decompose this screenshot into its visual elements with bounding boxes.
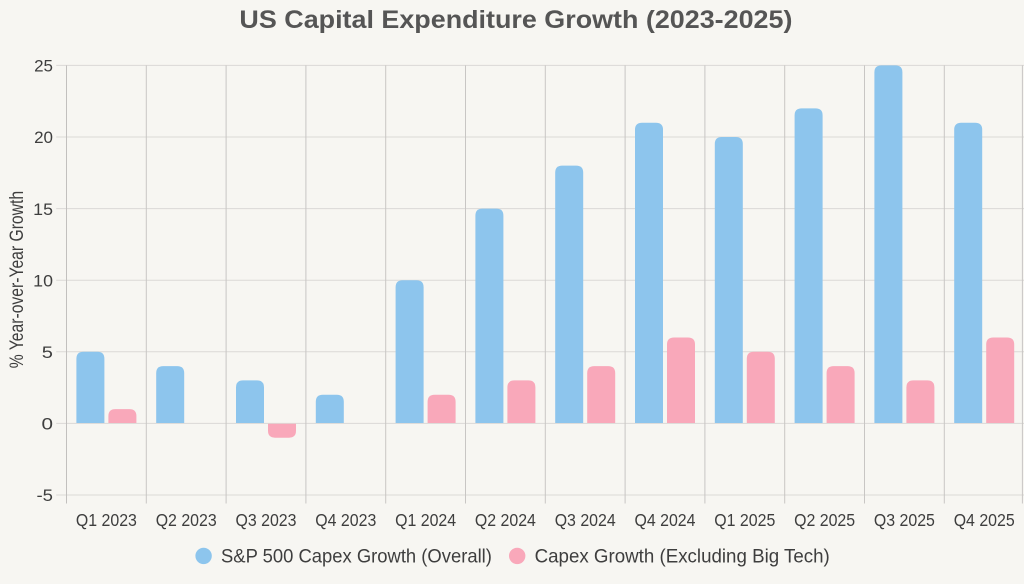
svg-text:Q4 2023: Q4 2023 — [315, 510, 376, 530]
svg-text:Q2 2024: Q2 2024 — [475, 510, 536, 530]
svg-text:Q3 2024: Q3 2024 — [555, 510, 616, 530]
svg-text:Q1 2024: Q1 2024 — [395, 510, 456, 530]
svg-text:% Year-over-Year Growth: % Year-over-Year Growth — [7, 191, 28, 368]
svg-text:Q2 2023: Q2 2023 — [156, 510, 217, 530]
svg-text:Q1 2023: Q1 2023 — [76, 510, 137, 530]
svg-text:15: 15 — [33, 200, 53, 219]
svg-text:0: 0 — [42, 415, 54, 434]
svg-text:S&P 500 Capex Growth (Overall): S&P 500 Capex Growth (Overall) — [221, 545, 492, 567]
svg-text:Capex Growth (Excluding Big Te: Capex Growth (Excluding Big Tech) — [535, 545, 830, 567]
svg-text:-5: -5 — [37, 486, 54, 505]
svg-text:US Capital Expenditure Growth: US Capital Expenditure Growth (2023-2025… — [239, 7, 792, 34]
svg-text:Q1 2025: Q1 2025 — [714, 510, 775, 530]
svg-text:Q2 2025: Q2 2025 — [794, 510, 855, 530]
svg-text:Q4 2024: Q4 2024 — [635, 510, 696, 530]
svg-text:10: 10 — [33, 271, 53, 290]
svg-text:5: 5 — [42, 343, 53, 362]
svg-text:20: 20 — [34, 128, 53, 147]
svg-text:25: 25 — [34, 57, 53, 76]
svg-text:Q3 2023: Q3 2023 — [236, 510, 297, 530]
svg-text:Q4 2025: Q4 2025 — [954, 510, 1015, 530]
svg-text:Q3 2025: Q3 2025 — [874, 510, 935, 530]
